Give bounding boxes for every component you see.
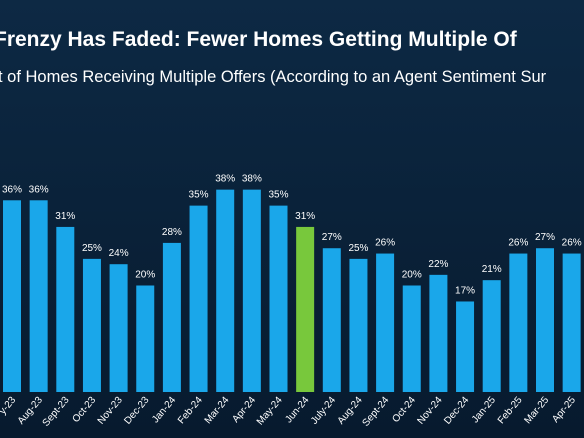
data-label: 35% xyxy=(189,190,209,201)
bar xyxy=(536,248,554,392)
data-label: 17% xyxy=(455,285,475,296)
chart-subtitle: t of Homes Receiving Multiple Offers (Ac… xyxy=(0,68,547,86)
bar xyxy=(29,200,48,392)
bar xyxy=(269,205,288,392)
data-label: 26% xyxy=(375,238,395,249)
bar xyxy=(402,285,421,392)
bar xyxy=(136,285,155,392)
data-label: 27% xyxy=(535,232,555,243)
bar xyxy=(562,253,581,392)
bar xyxy=(3,200,21,392)
data-label: 20% xyxy=(135,270,155,281)
data-label: 31% xyxy=(55,211,75,222)
data-label: 36% xyxy=(29,184,49,195)
bar xyxy=(376,253,395,392)
bar xyxy=(296,226,315,392)
data-label: 25% xyxy=(348,243,368,254)
chart-title: Frenzy Has Faded: Fewer Homes Getting Mu… xyxy=(0,28,518,51)
data-label: 28% xyxy=(162,227,182,238)
data-label: 20% xyxy=(402,270,422,281)
bar xyxy=(242,189,261,392)
data-label: 26% xyxy=(562,238,582,249)
data-label: 22% xyxy=(428,259,448,270)
bar xyxy=(509,253,528,392)
bar xyxy=(429,274,448,392)
bar xyxy=(162,242,181,392)
data-label: 38% xyxy=(215,174,235,185)
bar xyxy=(56,226,75,392)
bar xyxy=(216,189,235,392)
bar xyxy=(189,205,208,392)
bar xyxy=(456,301,475,392)
bar xyxy=(82,258,101,392)
data-label: 27% xyxy=(322,232,342,243)
data-label: 35% xyxy=(268,190,288,201)
data-label: 31% xyxy=(295,211,315,222)
bar xyxy=(482,280,501,392)
bar xyxy=(349,258,368,392)
data-label: 26% xyxy=(508,238,528,249)
data-label: 21% xyxy=(482,264,502,275)
data-label: 25% xyxy=(82,243,102,254)
bar xyxy=(109,264,128,392)
data-label: 36% xyxy=(2,184,22,195)
data-label: 24% xyxy=(109,248,129,259)
bar xyxy=(322,248,341,392)
data-label: 38% xyxy=(242,174,262,185)
